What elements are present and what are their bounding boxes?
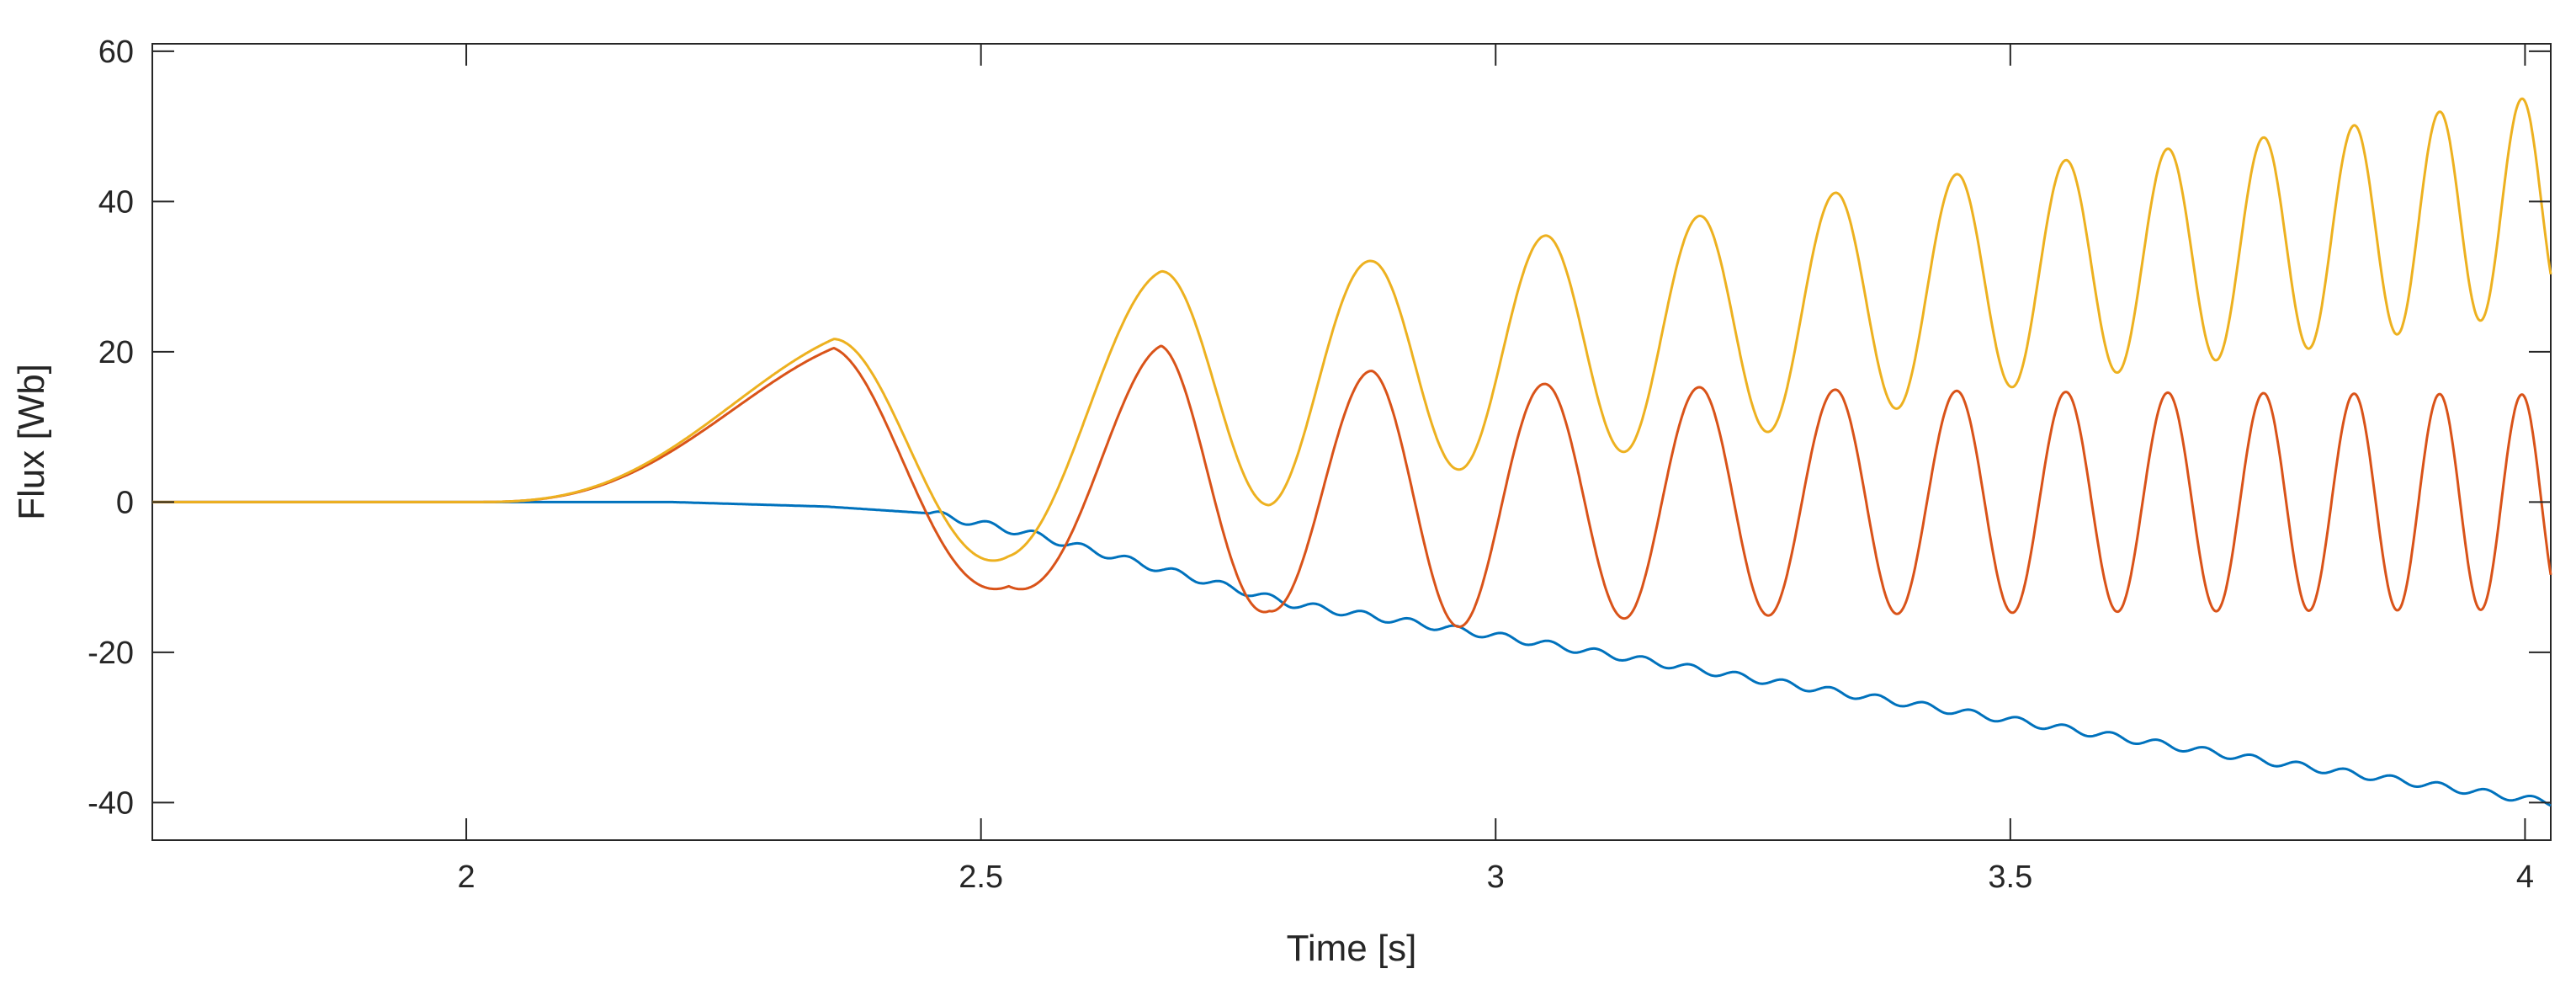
plot-area bbox=[151, 43, 2552, 841]
y-tick-label: -20 bbox=[88, 636, 134, 671]
x-tick-label: 3.5 bbox=[1988, 860, 2032, 895]
y-tick-label: -40 bbox=[88, 785, 134, 821]
series-line-3 bbox=[151, 97, 2552, 562]
series-layer bbox=[151, 97, 2552, 807]
series-line-1 bbox=[151, 500, 2552, 807]
y-tick-label: 40 bbox=[98, 184, 134, 220]
x-tick-label: 4 bbox=[2516, 860, 2534, 895]
y-tick-label: 0 bbox=[116, 485, 134, 520]
x-tick-label: 2.5 bbox=[959, 860, 1003, 895]
tick-layer: 2 2.5 3 3.5 4 60 40 20 0 -20 -40 bbox=[88, 35, 2551, 895]
y-tick-label: 20 bbox=[98, 335, 134, 370]
x-tick-label: 3 bbox=[1487, 860, 1505, 895]
y-axis-label: Flux [Wb] bbox=[11, 364, 52, 520]
x-tick-label: 2 bbox=[457, 860, 475, 895]
y-tick-label: 60 bbox=[98, 35, 134, 70]
x-axis-label: Time [s] bbox=[1287, 928, 1417, 969]
